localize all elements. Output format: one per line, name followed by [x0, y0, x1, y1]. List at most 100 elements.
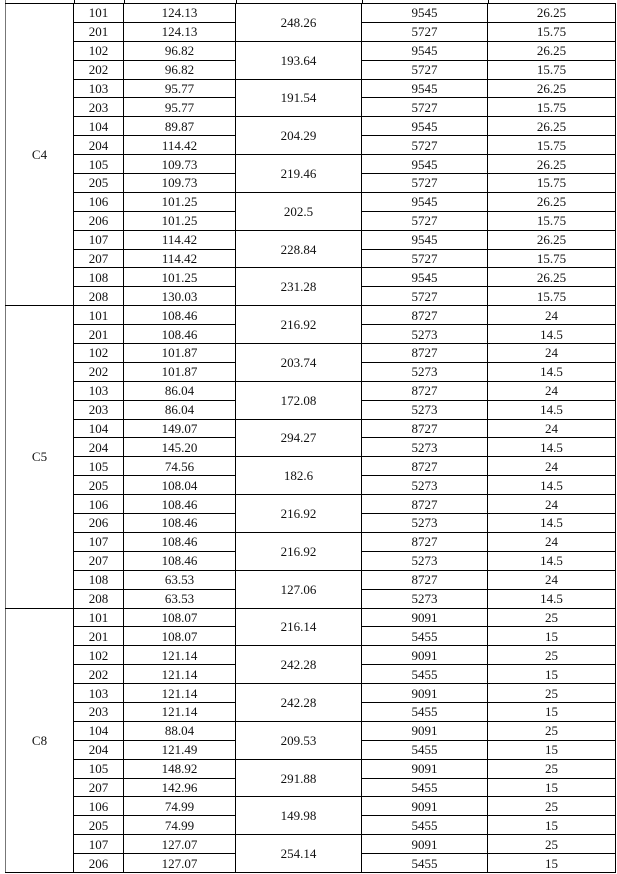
table-row: 205 108.04 5273 14.5 — [6, 475, 616, 496]
table-row: 202 121.14 5455 15 — [6, 664, 616, 685]
room-number: 201 — [73, 626, 124, 647]
room-number: 201 — [73, 324, 124, 345]
table-row: 102 101.87 203.74 8727 24 — [6, 343, 616, 382]
building-label: C8 — [5, 607, 74, 873]
room-number: 103 — [73, 683, 124, 703]
pair-total-area: 231.28 — [235, 267, 362, 307]
room-number: 205 — [73, 815, 124, 836]
pair-total-area: 219.46 — [235, 154, 362, 193]
value-a: 9091 — [361, 720, 488, 741]
room-area: 149.07 — [123, 418, 236, 439]
value-a: 9545 — [361, 40, 488, 61]
value-b: 24 — [487, 343, 616, 363]
table-row: 206 101.25 5727 15.75 — [6, 210, 616, 231]
room-area: 74.99 — [123, 815, 236, 836]
value-b: 25 — [487, 645, 616, 666]
room-number: 204 — [73, 437, 124, 458]
value-a: 9545 — [361, 191, 488, 212]
room-number: 102 — [73, 40, 124, 61]
value-b: 15.75 — [487, 210, 616, 231]
room-number: 203 — [73, 97, 124, 118]
room-number: 101 — [73, 3, 124, 23]
table-row: 105 109.73 219.46 9545 26.25 — [6, 154, 616, 193]
table-row: 106 108.46 216.92 8727 24 — [6, 494, 616, 533]
table-row: 103 95.77 191.54 9545 26.25 — [6, 78, 616, 118]
room-area: 101.25 — [123, 210, 236, 231]
room-area: 130.03 — [123, 286, 236, 307]
value-a: 8727 — [361, 494, 488, 515]
room-number: 206 — [73, 853, 124, 873]
pair-total-area: 172.08 — [235, 380, 362, 420]
value-b: 15 — [487, 701, 616, 722]
value-b: 24 — [487, 494, 616, 515]
pair-total-area: 242.28 — [235, 645, 362, 685]
value-b: 24 — [487, 569, 616, 590]
table-row: 208 130.03 5727 15.75 — [6, 286, 616, 307]
room-area: 145.20 — [123, 437, 236, 458]
room-area: 108.07 — [123, 607, 236, 628]
value-b: 15.75 — [487, 21, 616, 42]
room-area: 108.46 — [123, 550, 236, 571]
value-b: 15 — [487, 853, 616, 873]
value-a: 5273 — [361, 550, 488, 571]
room-number: 105 — [73, 154, 124, 175]
room-area: 148.92 — [123, 758, 236, 779]
table-row: 202 96.82 5727 15.75 — [6, 59, 616, 80]
table-row: 107 114.42 228.84 9545 26.25 — [6, 229, 616, 269]
value-b: 26.25 — [487, 191, 616, 212]
value-b: 26.25 — [487, 229, 616, 250]
value-a: 9545 — [361, 229, 488, 250]
room-number: 104 — [73, 116, 124, 137]
room-number: 104 — [73, 418, 124, 439]
room-number: 102 — [73, 343, 124, 363]
value-b: 14.5 — [487, 588, 616, 609]
room-area: 121.49 — [123, 739, 236, 760]
room-number: 207 — [73, 248, 124, 269]
table-row: 103 121.14 242.28 9091 25 — [6, 683, 616, 722]
room-area: 108.46 — [123, 324, 236, 345]
value-a: 5273 — [361, 399, 488, 420]
value-a: 8727 — [361, 343, 488, 363]
table-row: 205 74.99 5455 15 — [6, 815, 616, 836]
value-b: 15 — [487, 739, 616, 760]
value-b: 25 — [487, 796, 616, 817]
room-area: 101.87 — [123, 343, 236, 363]
table-row: 106 74.99 149.98 9091 25 — [6, 796, 616, 836]
value-b: 26.25 — [487, 116, 616, 137]
table-row: 204 145.20 5273 14.5 — [6, 437, 616, 458]
room-area: 101.25 — [123, 191, 236, 212]
value-b: 25 — [487, 720, 616, 741]
building-label: C5 — [5, 305, 74, 609]
room-area: 127.07 — [123, 853, 236, 873]
room-number: 202 — [73, 59, 124, 80]
value-a: 8727 — [361, 456, 488, 477]
room-number: 202 — [73, 361, 124, 382]
value-b: 15 — [487, 626, 616, 647]
room-number: 107 — [73, 229, 124, 250]
value-a: 9545 — [361, 3, 488, 23]
table-row: 105 74.56 182.6 8727 24 — [6, 456, 616, 496]
room-number: 107 — [73, 834, 124, 855]
value-a: 8727 — [361, 418, 488, 439]
room-area: 74.99 — [123, 796, 236, 817]
table-row: 205 109.73 5727 15.75 — [6, 173, 616, 193]
value-b: 14.5 — [487, 475, 616, 496]
pair-total-area: 254.14 — [235, 834, 362, 873]
value-b: 15 — [487, 664, 616, 685]
table-row: 103 86.04 172.08 8727 24 — [6, 380, 616, 420]
room-number: 203 — [73, 701, 124, 722]
value-a: 5273 — [361, 361, 488, 382]
room-number: 207 — [73, 550, 124, 571]
table-row: 104 89.87 204.29 9545 26.25 — [6, 116, 616, 156]
value-a: 5727 — [361, 21, 488, 42]
value-b: 15 — [487, 777, 616, 798]
room-area: 114.42 — [123, 248, 236, 269]
room-area: 96.82 — [123, 59, 236, 80]
value-a: 5455 — [361, 664, 488, 685]
value-a: 9091 — [361, 834, 488, 855]
room-area: 108.46 — [123, 305, 236, 326]
value-b: 26.25 — [487, 3, 616, 23]
value-a: 9091 — [361, 607, 488, 628]
room-number: 102 — [73, 645, 124, 666]
room-area: 88.04 — [123, 720, 236, 741]
